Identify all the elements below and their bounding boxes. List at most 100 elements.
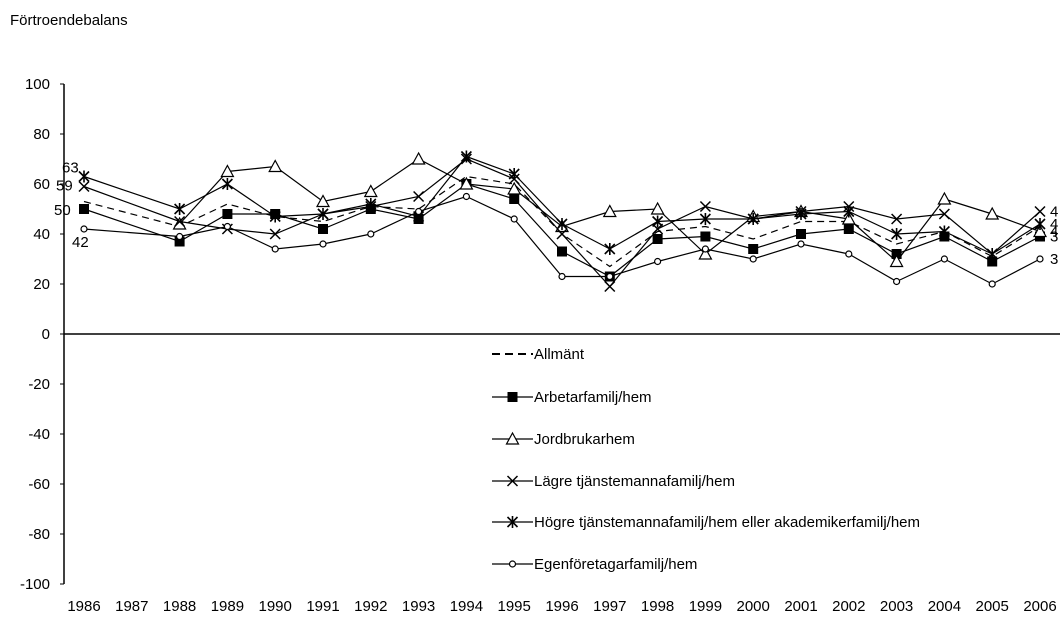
- data-point: [987, 256, 998, 267]
- data-point: [363, 184, 378, 198]
- x-tick-label: 1998: [641, 598, 674, 615]
- data-point: [268, 159, 283, 173]
- x-tick-label: 1997: [593, 598, 626, 615]
- data-label: 4: [1050, 204, 1058, 221]
- x-tick-label: 2006: [1023, 598, 1056, 615]
- data-point: [510, 215, 518, 223]
- data-point: [367, 230, 375, 238]
- data-point: [891, 249, 902, 259]
- x-tick-label: 1988: [163, 598, 196, 615]
- data-point: [315, 194, 331, 208]
- legend-label: Allmänt: [534, 346, 585, 363]
- data-point: [701, 245, 710, 253]
- data-point: [556, 218, 568, 230]
- data-point: [795, 208, 807, 220]
- data-point: [699, 213, 711, 225]
- data-point: [317, 208, 329, 220]
- data-point: [606, 272, 614, 281]
- data-point: [653, 257, 662, 266]
- data-point: [843, 224, 854, 234]
- data-point: [796, 229, 806, 239]
- y-tick-label: -40: [28, 426, 50, 443]
- series-line: [83, 155, 1041, 255]
- y-tick-label: -20: [28, 376, 50, 393]
- data-point: [413, 190, 425, 203]
- data-point: [841, 211, 856, 225]
- data-point: [650, 201, 665, 215]
- x-tick-label: 2000: [737, 598, 770, 615]
- x-tick-label: 1992: [354, 598, 387, 615]
- data-label: 42: [72, 234, 89, 251]
- data-point: [700, 231, 711, 242]
- x-tick-label: 1993: [402, 598, 435, 615]
- x-tick-label: 2001: [784, 598, 817, 615]
- series-line: [83, 158, 1041, 288]
- data-point: [604, 243, 616, 255]
- data-point: [558, 272, 566, 281]
- data-label: 3: [1050, 229, 1058, 246]
- x-tick-label: 1999: [689, 598, 722, 615]
- x-tick-label: 1986: [67, 598, 100, 615]
- data-point: [891, 228, 903, 240]
- data-point: [938, 208, 950, 220]
- data-label: 4: [1050, 216, 1058, 233]
- data-point: [845, 250, 853, 258]
- y-tick-label: 100: [25, 76, 50, 93]
- data-point: [507, 181, 522, 195]
- data-point: [698, 246, 713, 260]
- data-point: [938, 225, 950, 238]
- series-line: [83, 175, 1041, 268]
- x-tick-label: 2005: [976, 598, 1009, 615]
- series-line: [83, 195, 1041, 285]
- legend-label: Lägre tjänstemannafamilj/hem: [534, 473, 735, 490]
- data-point: [747, 213, 759, 225]
- y-tick-label: -60: [28, 476, 50, 493]
- data-point: [176, 232, 184, 241]
- x-tick-label: 1996: [545, 598, 578, 615]
- data-point: [460, 150, 472, 163]
- data-label: 59: [56, 178, 73, 195]
- data-point: [319, 240, 327, 248]
- legend-label: Arbetarfamilj/hem: [534, 389, 652, 406]
- data-point: [269, 228, 281, 240]
- data-point: [1032, 224, 1048, 238]
- data-point: [223, 222, 231, 231]
- x-tick-label: 1994: [450, 598, 483, 615]
- data-point: [220, 164, 235, 178]
- data-point: [797, 240, 805, 248]
- data-point: [222, 209, 233, 219]
- data-point: [411, 151, 426, 165]
- data-point: [79, 204, 89, 214]
- data-point: [462, 192, 470, 201]
- data-point: [988, 280, 996, 288]
- data-label: 4: [1050, 224, 1058, 241]
- data-point: [415, 207, 423, 216]
- data-point: [505, 431, 520, 445]
- data-point: [986, 248, 998, 260]
- data-point: [699, 200, 711, 213]
- data-point: [556, 228, 568, 240]
- data-point: [507, 392, 518, 402]
- x-tick-label: 1989: [211, 598, 244, 615]
- data-label: 63: [62, 160, 79, 177]
- data-point: [78, 170, 90, 183]
- data-point: [508, 560, 517, 568]
- data-point: [506, 516, 519, 528]
- y-tick-label: -80: [28, 526, 50, 543]
- data-point: [940, 255, 949, 263]
- data-point: [1034, 218, 1046, 230]
- data-point: [80, 225, 88, 233]
- data-point: [748, 244, 759, 254]
- y-tick-label: 0: [42, 326, 50, 343]
- x-tick-label: 2004: [928, 598, 961, 615]
- data-point: [269, 210, 281, 223]
- data-point: [365, 198, 377, 210]
- data-point: [459, 176, 474, 190]
- data-point: [506, 475, 519, 487]
- data-label: 50: [54, 202, 71, 219]
- data-point: [509, 194, 520, 204]
- data-point: [892, 277, 901, 286]
- data-point: [1034, 205, 1046, 218]
- data-label: 3: [1050, 251, 1058, 268]
